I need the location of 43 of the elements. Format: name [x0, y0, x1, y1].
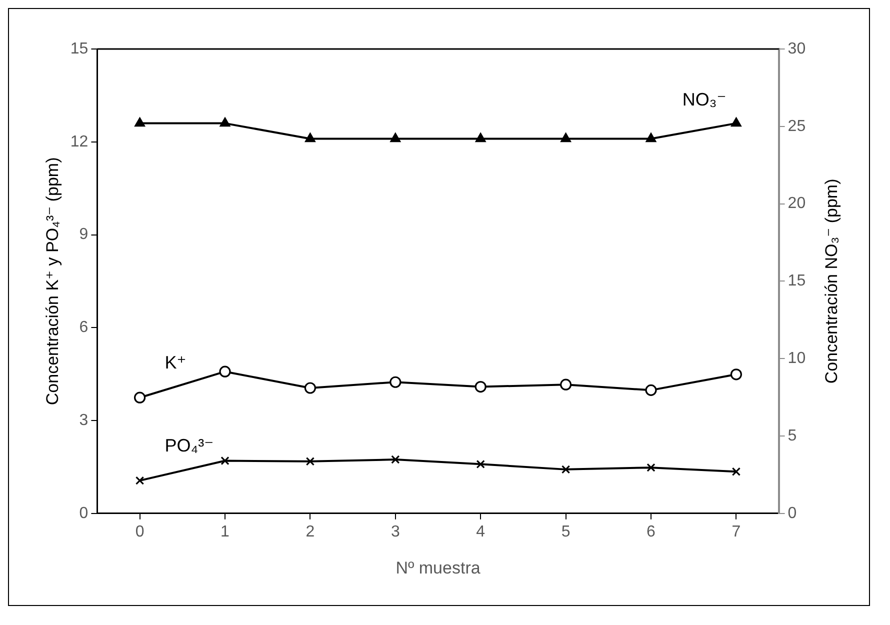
y2-tick-label: 25	[788, 118, 806, 135]
x-tick-label: 2	[306, 523, 315, 540]
point	[306, 457, 315, 466]
x-tick-label: 6	[646, 523, 656, 540]
y-tick-label: 0	[79, 504, 88, 522]
x-tick-label: 7	[732, 523, 741, 540]
y2-axis-title: Concentración NO₃⁻ (ppm)	[822, 178, 842, 384]
y2-tick-label: 15	[788, 272, 806, 290]
x-tick-label: 4	[476, 523, 486, 540]
point	[135, 476, 144, 485]
point	[560, 378, 572, 390]
y2-tick-label: 0	[788, 504, 797, 522]
y2-tick-label: 10	[788, 350, 806, 368]
y-tick-label: 15	[70, 40, 88, 58]
point	[220, 456, 230, 466]
point	[391, 455, 400, 464]
series-label: NO₃⁻	[682, 89, 726, 110]
y-tick-label: 12	[70, 133, 88, 150]
y-tick-label: 6	[79, 319, 88, 336]
series-label: PO₄³⁻	[164, 436, 214, 456]
point	[645, 384, 657, 396]
point	[730, 368, 742, 380]
point	[304, 382, 316, 394]
point	[561, 465, 570, 474]
x-tick-label: 5	[561, 523, 570, 540]
point	[474, 380, 486, 393]
point	[732, 467, 741, 476]
point	[134, 392, 146, 404]
y-tick-label: 9	[79, 226, 88, 244]
y-axis-title: Concentración K⁺ y PO₄³⁻ (ppm)	[42, 157, 62, 406]
x-tick-label: 1	[220, 523, 230, 540]
y-tick-label: 3	[79, 412, 88, 429]
y2-tick-label: 30	[788, 40, 806, 58]
point	[646, 463, 656, 472]
point	[476, 460, 485, 469]
y2-tick-label: 5	[788, 427, 797, 444]
series-label: K⁺	[164, 352, 186, 373]
point	[390, 376, 402, 388]
point	[219, 366, 231, 378]
x-axis-title: Nº muestra	[396, 558, 481, 578]
x-tick-label: 3	[390, 523, 400, 540]
x-tick-label: 0	[135, 523, 144, 540]
y2-tick-label: 20	[788, 195, 806, 212]
